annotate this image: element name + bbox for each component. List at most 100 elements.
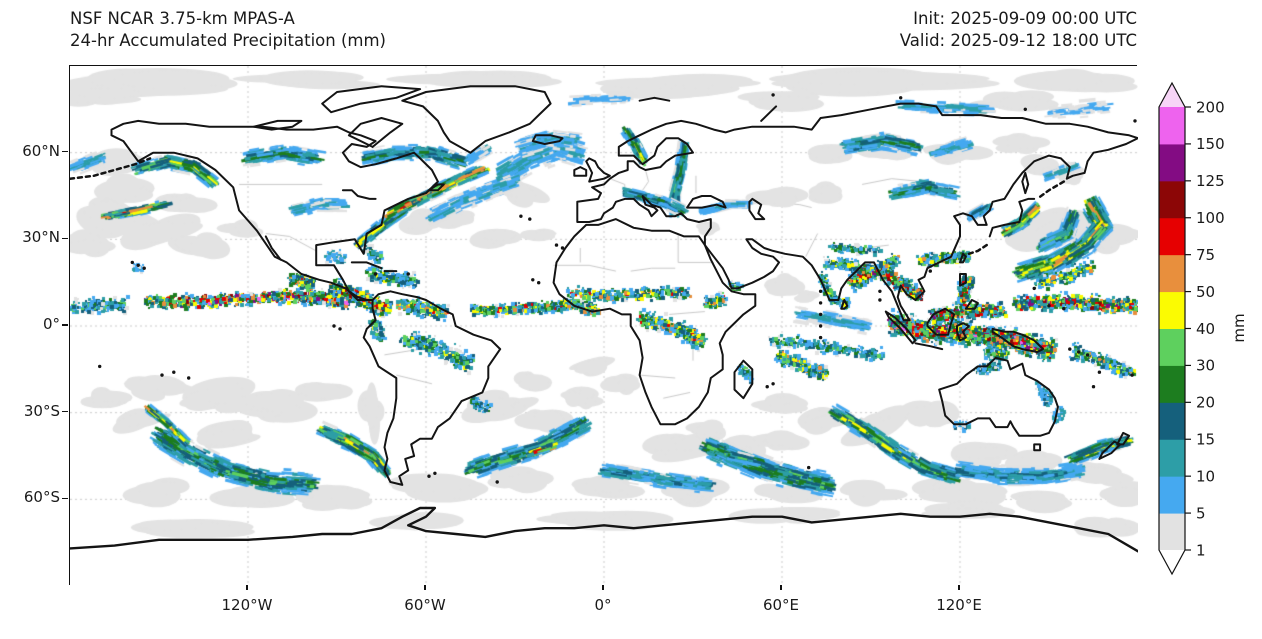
island-dot bbox=[1091, 385, 1096, 389]
island-dot bbox=[427, 474, 431, 478]
colorbar-tick-label: 100 bbox=[1196, 209, 1225, 227]
y-tick-mark bbox=[62, 497, 68, 499]
island-chain-path bbox=[1035, 180, 1066, 201]
coastline-path bbox=[991, 327, 1045, 353]
colorbar-tick-label: 10 bbox=[1196, 467, 1215, 485]
x-tick-mark bbox=[958, 585, 960, 590]
island-dot bbox=[818, 301, 823, 305]
coastline-path bbox=[70, 506, 1138, 553]
map-plot-area bbox=[69, 65, 1138, 586]
island-dot bbox=[928, 269, 932, 273]
coastline-path bbox=[552, 218, 757, 426]
coastline-path bbox=[1021, 171, 1030, 195]
colorbar-segment bbox=[1159, 365, 1185, 403]
colorbar-tick-label: 150 bbox=[1196, 135, 1225, 153]
coastline-path bbox=[401, 85, 552, 154]
coastline-path bbox=[428, 183, 445, 192]
x-tick-mark bbox=[780, 585, 782, 590]
island-dot bbox=[560, 246, 565, 250]
coastline-path bbox=[573, 166, 588, 177]
island-dot bbox=[519, 214, 523, 218]
island-dot bbox=[1032, 286, 1036, 291]
island-dot bbox=[142, 266, 146, 270]
y-tick-label: 0° bbox=[42, 315, 60, 333]
coastline-path bbox=[252, 119, 303, 131]
coastline-path bbox=[964, 299, 979, 310]
island-dot bbox=[1130, 373, 1134, 377]
island-dot bbox=[406, 272, 410, 276]
x-tick-label: 120°E bbox=[936, 596, 982, 614]
x-tick-label: 60°E bbox=[762, 596, 800, 614]
coastline-path bbox=[531, 134, 564, 145]
island-dot bbox=[136, 263, 140, 267]
figure-title: NSF NCAR 3.75-km MPAS-A bbox=[70, 9, 295, 28]
island-dot bbox=[1023, 107, 1027, 111]
island-dot bbox=[818, 324, 823, 328]
x-tick-label: 120°W bbox=[221, 596, 273, 614]
island-dot bbox=[899, 96, 903, 100]
coastline-path bbox=[884, 310, 917, 345]
coastline-path bbox=[110, 119, 439, 301]
island-dot bbox=[1077, 350, 1081, 354]
coastline-path bbox=[959, 252, 967, 264]
colorbar-tick-label: 5 bbox=[1196, 504, 1206, 522]
coastline-path bbox=[988, 197, 1036, 238]
island-dot bbox=[1097, 370, 1102, 374]
colorbar-segment bbox=[1159, 291, 1185, 329]
y-tick-label: 30°S bbox=[23, 401, 60, 420]
colorbar-tick-label: 200 bbox=[1196, 98, 1225, 116]
island-dot bbox=[1062, 307, 1066, 311]
colorbar-tick-label: 15 bbox=[1196, 431, 1215, 449]
island-dot bbox=[528, 217, 532, 221]
coastline-path bbox=[585, 157, 611, 183]
y-tick-label: 60°N bbox=[22, 141, 60, 160]
island-dot bbox=[771, 382, 775, 386]
coastline-path bbox=[748, 197, 766, 221]
island-dot bbox=[1085, 353, 1090, 357]
colorbar-segment bbox=[1159, 402, 1185, 440]
y-tick-mark bbox=[62, 324, 68, 326]
colorbar-under-arrow bbox=[1159, 550, 1185, 574]
colorbar-tick-label: 40 bbox=[1196, 320, 1215, 338]
init-time-label: Init: 2025-09-09 00:00 UTC bbox=[913, 9, 1137, 28]
y-tick-mark bbox=[62, 151, 68, 153]
coastline-path bbox=[840, 299, 849, 310]
coastline-path bbox=[760, 105, 778, 122]
island-dot bbox=[554, 243, 559, 247]
y-tick-label: 60°S bbox=[23, 488, 60, 507]
colorbar-segment bbox=[1159, 328, 1185, 366]
coastline-path bbox=[914, 342, 944, 351]
x-tick-mark bbox=[602, 585, 604, 590]
island-dot bbox=[771, 93, 775, 97]
island-dot bbox=[98, 364, 102, 369]
coastlines-overlay bbox=[70, 85, 1138, 553]
island-dot bbox=[807, 465, 811, 470]
island-chain-path bbox=[967, 243, 988, 256]
y-tick-mark bbox=[62, 411, 68, 413]
y-tick-mark bbox=[62, 237, 68, 239]
island-dot bbox=[1047, 304, 1051, 308]
coastline-path bbox=[362, 290, 502, 486]
coastline-path bbox=[1033, 443, 1042, 452]
coastline-path bbox=[938, 356, 1059, 437]
precipitation-field-canvas bbox=[70, 66, 1138, 586]
island-dot bbox=[1068, 347, 1072, 351]
coastline-path bbox=[350, 261, 383, 270]
colorbar-tick-label: 125 bbox=[1196, 172, 1225, 190]
x-tick-mark bbox=[246, 585, 248, 590]
island-dot bbox=[172, 370, 176, 374]
island-dot bbox=[531, 278, 535, 282]
colorbar-tick-label: 30 bbox=[1196, 357, 1215, 375]
island-dot bbox=[818, 312, 823, 317]
island-dot bbox=[332, 324, 336, 328]
island-dot bbox=[338, 327, 342, 331]
coastline-path bbox=[341, 189, 377, 200]
island-dot bbox=[765, 385, 769, 389]
colorbar-segment bbox=[1159, 476, 1185, 514]
island-dot bbox=[130, 260, 134, 265]
colorbar-tick-label: 20 bbox=[1196, 394, 1215, 412]
island-dot bbox=[433, 471, 437, 475]
x-tick-mark bbox=[424, 585, 426, 590]
